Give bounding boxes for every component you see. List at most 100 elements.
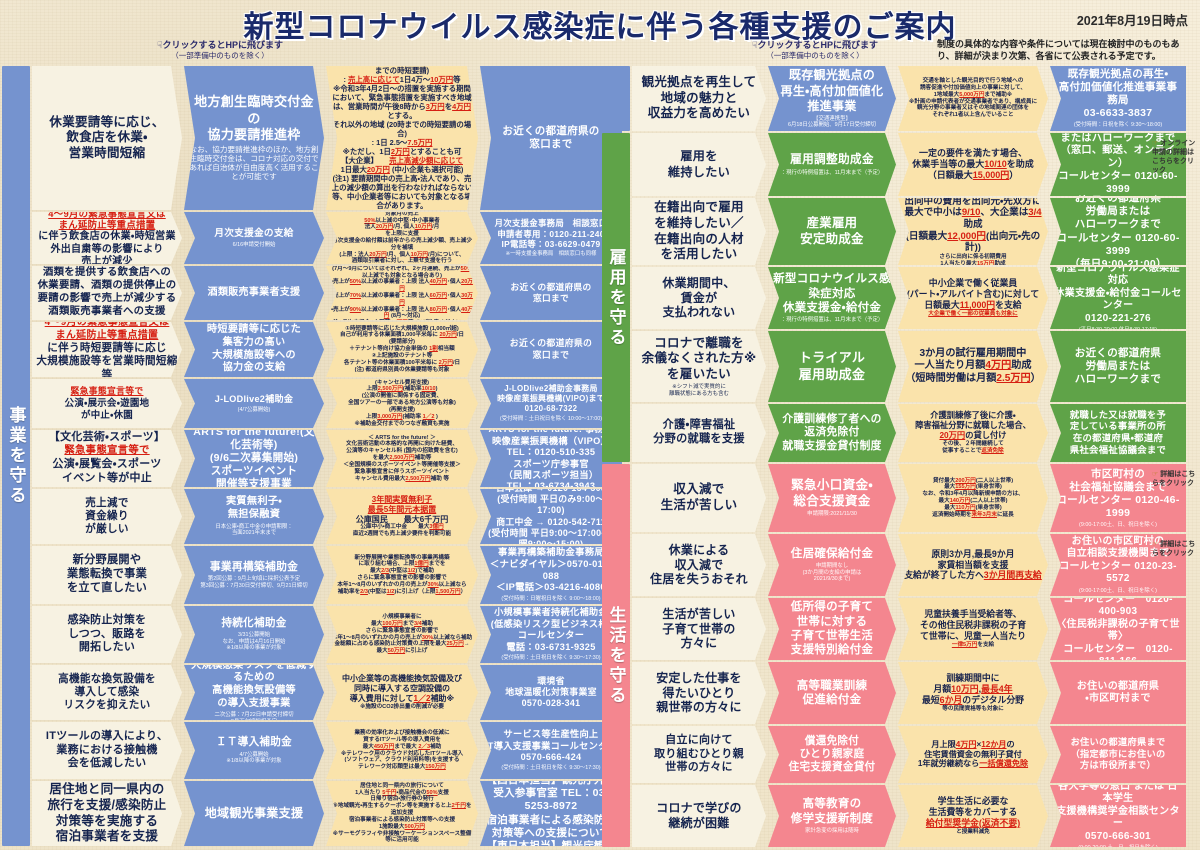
support-row[interactable]: コロナで離職を 余儀なくされた方※ を雇いたい ※シフト減で実質的に 離職状態にある方も… (632, 331, 1186, 402)
support-row[interactable]: 収入減で 生活が苦しい 緊急小口資金・ 総合支援資金 申請期限:2021/11/30 貸付… (632, 464, 1186, 532)
cell-situation[interactable]: ITツールの導入により、 業務における接触機 会を低減したい (32, 722, 182, 779)
cell-program[interactable]: 低所得の子育て 世帯に対する 子育て世帯生活 支援特別給付金 (768, 598, 896, 660)
cell-program[interactable]: 住居確保給付金 申請期間なし (3か月間の支給の申請は 2021/9/30まで) (768, 534, 896, 596)
cell-detail[interactable]: 3か月の試行雇用期間中 一人当たり月額4万円助成 （短時間労働は月額2.5万円） (898, 331, 1048, 402)
cell-program[interactable]: 高等職業訓練 促進給付金 (768, 662, 896, 724)
support-row[interactable]: コロナで学びの 継続が困難 高等教育の 修学支援新制度 家計急変の採用は随時 学生生活に必… (632, 785, 1186, 847)
support-row[interactable]: 安定した仕事を 得たいひとり 親世帯の方々に 高等職業訓練 促進給付金 訓練期間中に 月額1… (632, 662, 1186, 724)
cell-program[interactable]: 新型コロナウイルス感染症対応 休業支援金・給付金 ：現行の特例措置は、11月末まで（… (768, 267, 896, 329)
cell-program[interactable]: 実質無利子・ 無担保融資 日本公庫・商工中金の申請期限： 当面2021年末まで (184, 489, 324, 544)
cell-detail[interactable]: 新分野展開や業態転換等の事業再構築 に取り組む場合、上限1億円までを 最大2/3(中… (326, 546, 478, 604)
cell-contact[interactable]: J-LODlive2補助金事務局 映像産業振興機構(VIPO)まで 0120-68-… (480, 379, 622, 428)
cell-contact[interactable]: 新型コロナウイルス感染症対応 休業支援金・給付金コールセンター 0120-221-2… (1050, 267, 1186, 329)
cell-detail[interactable]: 交通を軸とした観光目的で行う地域への 誘客促進や付加価値向上の事業に対して、 1地域… (898, 66, 1048, 131)
support-row[interactable]: 4～9月の緊急事態宣言又は まん延防止等重点措置 に伴う飲食店の休業・時短営業 外出自… (32, 212, 622, 264)
side-click-tag[interactable]: ☞ オンライン申請の詳細はこちらをクリック (1152, 139, 1198, 175)
cell-program[interactable]: 高等教育の 修学支援新制度 家計急変の採用は随時 (768, 785, 896, 847)
cell-program[interactable]: 産業雇用 安定助成金 (768, 198, 896, 265)
cell-detail[interactable]: 訓練期間中に 月額10万円,最長4年 最短6か月のデジタル分野 等の民間資格等も対象に (898, 662, 1048, 724)
cell-detail[interactable]: 中小企業で働く従業員 (パート・アルバイト含む)に対して 日額最大11,000円を支… (898, 267, 1048, 329)
cell-situation[interactable]: 4～9月の緊急事態宣言又は まん延防止等重点措置 に伴う飲食店の休業・時短営業 外出自… (32, 212, 182, 264)
cell-situation[interactable]: コロナで離職を 余儀なくされた方※ を雇いたい ※シフト減で実質的に 離職状態にある方も… (632, 331, 766, 402)
cell-contact[interactable]: お近くの都道府県 労働局または ハローワークまで (1050, 331, 1186, 402)
cell-situation[interactable]: コロナで学びの 継続が困難 (632, 785, 766, 847)
cell-situation[interactable]: 休業による 収入減で 住居を失うおそれ (632, 534, 766, 596)
cell-contact[interactable]: お住いの都道府県まで （指定都市にお住いの 方は市役所まで） (1050, 726, 1186, 783)
cell-situation[interactable]: 生活が苦しい 子育て世帯の 方々に (632, 598, 766, 660)
cell-detail[interactable]: ・要件を緩和し、給付額を売上が50%以上減の事業者に拡大 ※(7月～9月について… (326, 266, 478, 320)
cell-situation[interactable]: 収入減で 生活が苦しい (632, 464, 766, 532)
cell-program[interactable]: 償還免除付 ひとり親家庭 住宅支援資金貸付 (768, 726, 896, 783)
cell-situation[interactable]: 在籍出向で雇用 を維持したい／ 在籍出向の人材 を活用したい (632, 198, 766, 265)
cell-program[interactable]: ARTS for the future!(文化芸術等) (9/6二次募集開始) スポ… (184, 430, 324, 487)
cell-detail[interactable]: (キャンセル費用支援) 上限2,500万円(補助率10/10) (公演の開催に関係す… (326, 379, 478, 428)
cell-program[interactable]: ＩＴ導入補助金 4/7公募開始 ※1/8以降の事業が対象 (184, 722, 324, 779)
cell-program[interactable]: 地方創生臨時交付金の 協力要請推進枠 なお、協力要請推進枠のほか、地方創生臨時交付金… (184, 66, 324, 210)
support-row[interactable]: 雇用を 維持したい 雇用調整助成金 ：現行の特例措置は、11月末まで（予定） 一定の要件… (632, 133, 1186, 196)
cell-contact[interactable]: サービス等生産性向上 IT導入支援事業コールセンター 0570-666-424 (受付… (480, 722, 622, 779)
cell-situation[interactable]: 酒類を提供する飲食店への 休業要請、酒類の提供停止の 要請の影響で売上が減少する 酒類… (32, 266, 182, 320)
cell-situation[interactable]: 売上減で 資金繰り が厳しい (32, 489, 182, 544)
cell-detail[interactable]: 3年間実質無利子 最長5年間元本据置 公庫国民 最大6千万円 公庫中小・商工中金 最大… (326, 489, 478, 544)
cell-contact[interactable]: お近くの都道府県の 窓口まで (480, 322, 622, 377)
cell-contact[interactable]: 環境省 地球温暖化対策事業室 0570-028-341 (480, 665, 622, 720)
cell-program[interactable]: 酒類販売事業者支援 (184, 266, 324, 320)
support-row[interactable]: 酒類を提供する飲食店への 休業要請、酒類の提供停止の 要請の影響で売上が減少する 酒類… (32, 266, 622, 320)
support-row[interactable]: 感染防止対策を しつつ、販路を 開拓したい 持続化補助金 3/31公募開始 なお、申請は4… (32, 606, 622, 663)
cell-detail[interactable]: ＜ ARTS for the future! ＞文化芸術活動の本格的な再開に向け… (326, 430, 478, 487)
support-row[interactable]: 休業要請等に応じ、 飲食店を休業・ 営業時間短縮 地方創生臨時交付金の 協力要請推進枠な… (32, 66, 622, 210)
support-row[interactable]: 【文化芸術・スポーツ】 緊急事態宣言等で 公演・展覧会・スポーツ イベント等が中止 AR… (32, 430, 622, 487)
cell-situation[interactable]: 感染防止対策を しつつ、販路を 開拓したい (32, 606, 182, 663)
cell-situation[interactable]: 【文化芸術・スポーツ】 緊急事態宣言等で 公演・展覧会・スポーツ イベント等が中止 (32, 430, 182, 487)
cell-program[interactable]: 介護訓練修了者への 返済免除付 就職支援金貸付制度 (768, 404, 896, 462)
support-row[interactable]: ITツールの導入により、 業務における接触機 会を低減したい ＩＴ導入補助金 4/7公募… (32, 722, 622, 779)
cell-contact[interactable]: 居住地と同一県内の旅行支援について【東日本担当】観光庁観光地域振興課 TEL：0… (480, 781, 622, 846)
cell-situation[interactable]: 居住地と同一県内の 旅行を支援/感染防止 対策等を実施する 宿泊事業者を支援 (32, 781, 182, 846)
cell-detail[interactable]: 学生生活に必要な 生活費等をカバーする 給付型奨学金(返済不要) と授業料減免 (898, 785, 1048, 847)
cell-program[interactable]: 地域観光事業支援 (184, 781, 324, 846)
cell-detail[interactable]: 【中小企業】緊急事態措置区域 又はまん延防止等重点措置地域 (午後8時・20時ま… (326, 66, 478, 210)
cell-situation[interactable]: 高機能な換気設備を 導入して感染 リスクを抑えたい (32, 665, 182, 720)
side-click-tag[interactable]: ☞ 詳細はこちらをクリック (1152, 540, 1198, 558)
cell-program[interactable]: 事業再構築補助金 第2回公募：9月上旬頃に採択公表予定 第3回公募：7月30日受付締… (184, 546, 324, 604)
cell-detail[interactable]: 月上限4万円×12か月の 住宅賃借資金の無利子貸付 1年就労継続なら一括償還免除 (898, 726, 1048, 783)
cell-program[interactable]: 時短要請等に応じた 集客力の高い 大規模施設等への 協力金の支給 (184, 322, 324, 377)
cell-detail[interactable]: 出向中の費用を出向元・先双方に 最大で中小は9/10、大企業は3/4助成 (日額最大… (898, 198, 1048, 265)
support-row[interactable]: 4～9月の緊急事態宣言又は まん延防止等重点措置 に伴う時短要請等に応じ 大規模施設等… (32, 322, 622, 377)
cell-detail[interactable]: 原則3か月,最長9か月 家賃相当額を支援 支給が終了した方へ3か月間再支給 (898, 534, 1048, 596)
cell-contact[interactable]: 事業再構築補助金事務局 ＜ナビダイヤル＞0570-012-088 ＜IP電話＞03-… (480, 546, 622, 604)
cell-detail[interactable]: 対象月の売上 50%以上減の中堅･中小事業者 法人20万円/月, 個人10万円/月を… (326, 212, 478, 264)
cell-program[interactable]: 雇用調整助成金 ：現行の特例措置は、11月末まで（予定） (768, 133, 896, 196)
support-row[interactable]: 観光拠点を再生して 地域の魅力と 収益力を高めたい 既存観光拠点の 再生・高付加価値化推… (632, 66, 1186, 131)
support-row[interactable]: 生活が苦しい 子育て世帯の 方々に 低所得の子育て 世帯に対する 子育て世帯生活 支援特別給… (632, 598, 1186, 660)
cell-detail[interactable]: 介護訓練修了後に介護・ 障害福祉分野に就職した場合、 20万円の貸し付け その後、２年… (898, 404, 1048, 462)
cell-program[interactable]: 月次支援金の支給 6/16申請受付開始 (184, 212, 324, 264)
cell-situation[interactable]: 休業期間中、 賃金が 支払われない (632, 267, 766, 329)
support-row[interactable]: 新分野展開や 業態転換で事業 を立て直したい 事業再構築補助金 第2回公募：9月上旬頃に… (32, 546, 622, 604)
cell-situation[interactable]: 緊急事態宣言等で 公演・展示会・遊園地 が中止・休園 (32, 379, 182, 428)
cell-contact[interactable]: 就職した又は就職を予 定している事業所の所 在の都道府県・都道府 県社会福祉協議会まで (1050, 404, 1186, 462)
cell-situation[interactable]: 4～9月の緊急事態宣言又は まん延防止等重点措置 に伴う時短要請等に応じ 大規模施設等… (32, 322, 182, 377)
cell-situation[interactable]: 休業要請等に応じ、 飲食店を休業・ 営業時間短縮 (32, 66, 182, 210)
cell-detail[interactable]: 一定の要件を満たす場合、 休業手当等の最大10/10を助成 （日額最大15,000円… (898, 133, 1048, 196)
support-row[interactable]: 休業による 収入減で 住居を失うおそれ 住居確保給付金 申請期間なし (3か月間の支給の申… (632, 534, 1186, 596)
cell-program[interactable]: 既存観光拠点の 再生・高付加価値化 推進事業 【交通連携型】 6月18日公募開始、9月1… (768, 66, 896, 131)
cell-detail[interactable]: 小規模事業者に 最大100万円まで3/4補助 さらに緊急事態宣言の影響で 本年1～8月… (326, 606, 478, 663)
cell-situation[interactable]: 安定した仕事を 得たいひとり 親世帯の方々に (632, 662, 766, 724)
cell-contact[interactable]: ARTS for the future! 事務局映像産業振興機構（VIPO）TE… (480, 430, 622, 487)
support-row[interactable]: 休業期間中、 賃金が 支払われない 新型コロナウイルス感染症対応 休業支援金・給付金 ：現… (632, 267, 1186, 329)
cell-contact[interactable]: 市区町村の 社会福祉協議会まで コールセンター 0120-46-1999 (9:00-… (1050, 464, 1186, 532)
cell-contact[interactable]: お近くの都道府県労働局またはハローワークまで（窓口、郵送、オンライン）コールセン… (1050, 133, 1186, 196)
support-row[interactable]: 緊急事態宣言等で 公演・展示会・遊園地 が中止・休園 J-LODlive2補助金 (4/… (32, 379, 622, 428)
cell-program[interactable]: トライアル 雇用助成金 (768, 331, 896, 402)
side-click-tag[interactable]: ☞ 詳細はこちらをクリック (1152, 470, 1198, 488)
cell-situation[interactable]: 新分野展開や 業態転換で事業 を立て直したい (32, 546, 182, 604)
cell-contact[interactable]: 小規模事業者持続化補助金 (低感染リスク型ビジネス枠) コールセンター 電話：03-6… (480, 606, 622, 663)
cell-contact[interactable]: 既存観光拠点の再生・ 高付加価値化推進事業事務局 03-6633-3837 (受付時間… (1050, 66, 1186, 131)
support-row[interactable]: 売上減で 資金繰り が厳しい 実質無利子・ 無担保融資 日本公庫・商工中金の申請期限： 当面… (32, 489, 622, 544)
support-row[interactable]: 居住地と同一県内の 旅行を支援/感染防止 対策等を実施する 宿泊事業者を支援 地域観光事… (32, 781, 622, 846)
cell-detail[interactable]: 児童扶養手当受給者等、 その他住民税非課税の子育 て世帯に、児童一人当たり 一律5万円… (898, 598, 1048, 660)
cell-situation[interactable]: 雇用を 維持したい (632, 133, 766, 196)
cell-program[interactable]: 持続化補助金 3/31公募開始 なお、申請は4月16日開始 ※1/8以降の事業が対象 (184, 606, 324, 663)
